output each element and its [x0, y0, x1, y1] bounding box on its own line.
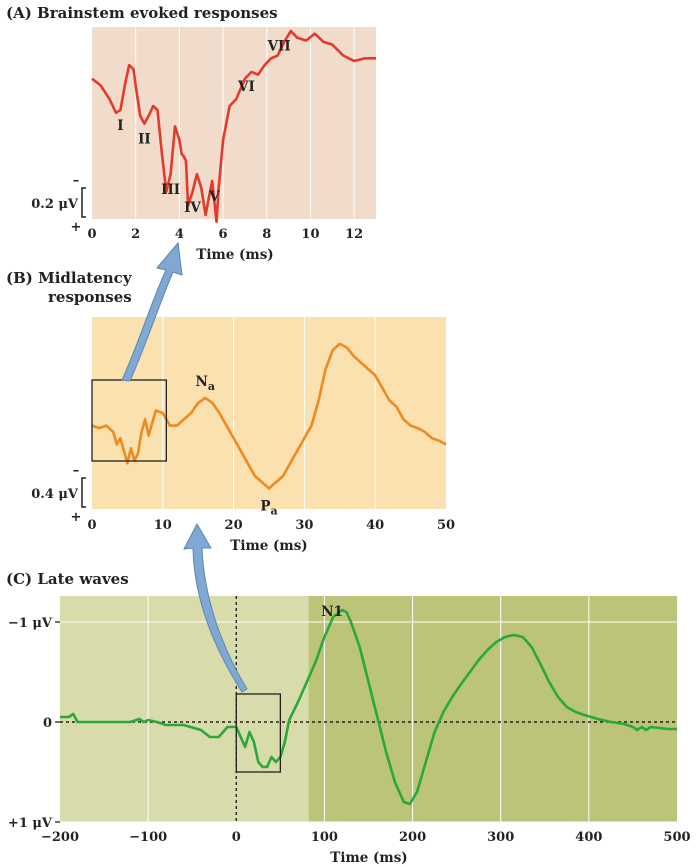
panel-a-title: (A) Brainstem evoked responses [6, 4, 278, 22]
panel-a-peak-label: VII [267, 38, 291, 54]
panel-c-y-tick-label: +1 μV [8, 816, 53, 831]
panel-c-title: (C) Late waves [6, 570, 129, 588]
panel-a-scale-top-sign: – [73, 173, 80, 188]
panel-a-x-tick-label: 12 [345, 227, 363, 242]
panel-a-x-tick-label: 6 [219, 227, 228, 242]
panel-a-x-ticks: 0 2 4 6 8 10 12 [87, 227, 363, 242]
panel-b-scale-bracket [81, 477, 86, 508]
panel-b-title: (B) Midlatency [6, 269, 133, 287]
panel-a-peak-label: III [161, 182, 180, 198]
panel-c-peak-labels: N1 [321, 604, 343, 620]
panel-c-x-tick-label: −100 [129, 830, 167, 845]
panel-c-x-tick-label: 300 [487, 830, 514, 845]
panel-c-xlabel: Time (ms) [330, 850, 407, 866]
panel-b-peak-subscript: a [208, 380, 215, 393]
panel-c-y-ticks: −1 μV 0 +1 μV [8, 616, 60, 831]
panel-b-x-ticks: 0 10 20 30 40 50 [87, 518, 455, 533]
panel-a-scale-bracket [81, 187, 86, 218]
panel-b-scale-bar: – 0.4 μV + [31, 463, 86, 525]
panel-a-scale-bottom-sign: + [71, 220, 82, 235]
panel-b-scale-top-sign: – [73, 463, 80, 478]
panel-c-response-shading [308, 596, 677, 822]
panel-c-waveform [60, 608, 677, 806]
panel-a-peak-label: II [138, 132, 151, 148]
panel-a-peak-label: VI [237, 79, 255, 95]
panel-a-x-tick-label: 4 [175, 227, 184, 242]
panel-c-y-tick-label: 0 [43, 716, 52, 731]
panel-a-peak-label: I [117, 118, 123, 134]
panel-c: (C) Late waves N1 −200 −100 0 100 200 300 400 5… [6, 570, 691, 866]
panel-a-x-tick-label: 0 [87, 227, 96, 242]
panel-a-plot-bg [92, 27, 376, 219]
panel-a-peak-label: V [208, 189, 220, 205]
zoom-arrow-b-to-a [121, 241, 183, 382]
panel-b-x-tick-label: 20 [225, 518, 243, 533]
panel-b-scale-label: 0.4 μV [31, 487, 79, 502]
panel-b-xlabel: Time (ms) [230, 538, 307, 554]
panel-c-gridlines [60, 596, 677, 823]
panel-c-x-ticks: −200 −100 0 100 200 300 400 500 [41, 830, 691, 845]
panel-c-peak-label: N1 [321, 604, 343, 620]
panel-a: (A) Brainstem evoked responses IIIIIIIVV… [6, 4, 376, 263]
panel-c-x-tick-label: 500 [663, 830, 690, 845]
panel-c-x-tick-label: 0 [232, 830, 241, 845]
panel-a-peak-label: IV [184, 200, 201, 216]
panel-a-scale-label: 0.2 μV [31, 197, 79, 212]
panel-c-baseline-shading [60, 596, 309, 822]
panel-c-x-tick-label: 100 [311, 830, 338, 845]
panel-b-x-tick-label: 30 [295, 518, 313, 533]
panel-c-inset-box [235, 693, 282, 773]
panel-b-scale-bottom-sign: + [71, 510, 82, 525]
panel-c-x-tick-label: 400 [575, 830, 602, 845]
panel-a-scale-bar: – 0.2 μV + [31, 173, 86, 235]
panel-b-x-tick-label: 40 [366, 518, 384, 533]
zoom-arrow-c-to-b [183, 522, 248, 693]
panel-b-x-tick-label: 10 [154, 518, 172, 533]
panel-c-x-tick-label: 200 [399, 830, 426, 845]
panel-b-x-tick-label: 0 [87, 518, 96, 533]
panel-a-gridlines [135, 27, 355, 219]
panel-a-waveform [91, 29, 376, 224]
panel-b-x-tick-label: 50 [437, 518, 455, 533]
panel-b-title-line2: responses [48, 288, 132, 306]
panel-c-x-tick-label: −200 [41, 830, 79, 845]
panel-c-y-tick-label: −1 μV [8, 616, 53, 631]
panel-a-x-tick-label: 8 [262, 227, 271, 242]
panel-b-peak-subscript: a [271, 504, 278, 517]
panel-a-x-tick-label: 10 [301, 227, 319, 242]
panel-b-waveform [91, 342, 447, 490]
panel-a-x-tick-label: 2 [131, 227, 140, 242]
panel-b-plot-bg [92, 317, 446, 509]
panel-a-xlabel: Time (ms) [196, 247, 273, 263]
